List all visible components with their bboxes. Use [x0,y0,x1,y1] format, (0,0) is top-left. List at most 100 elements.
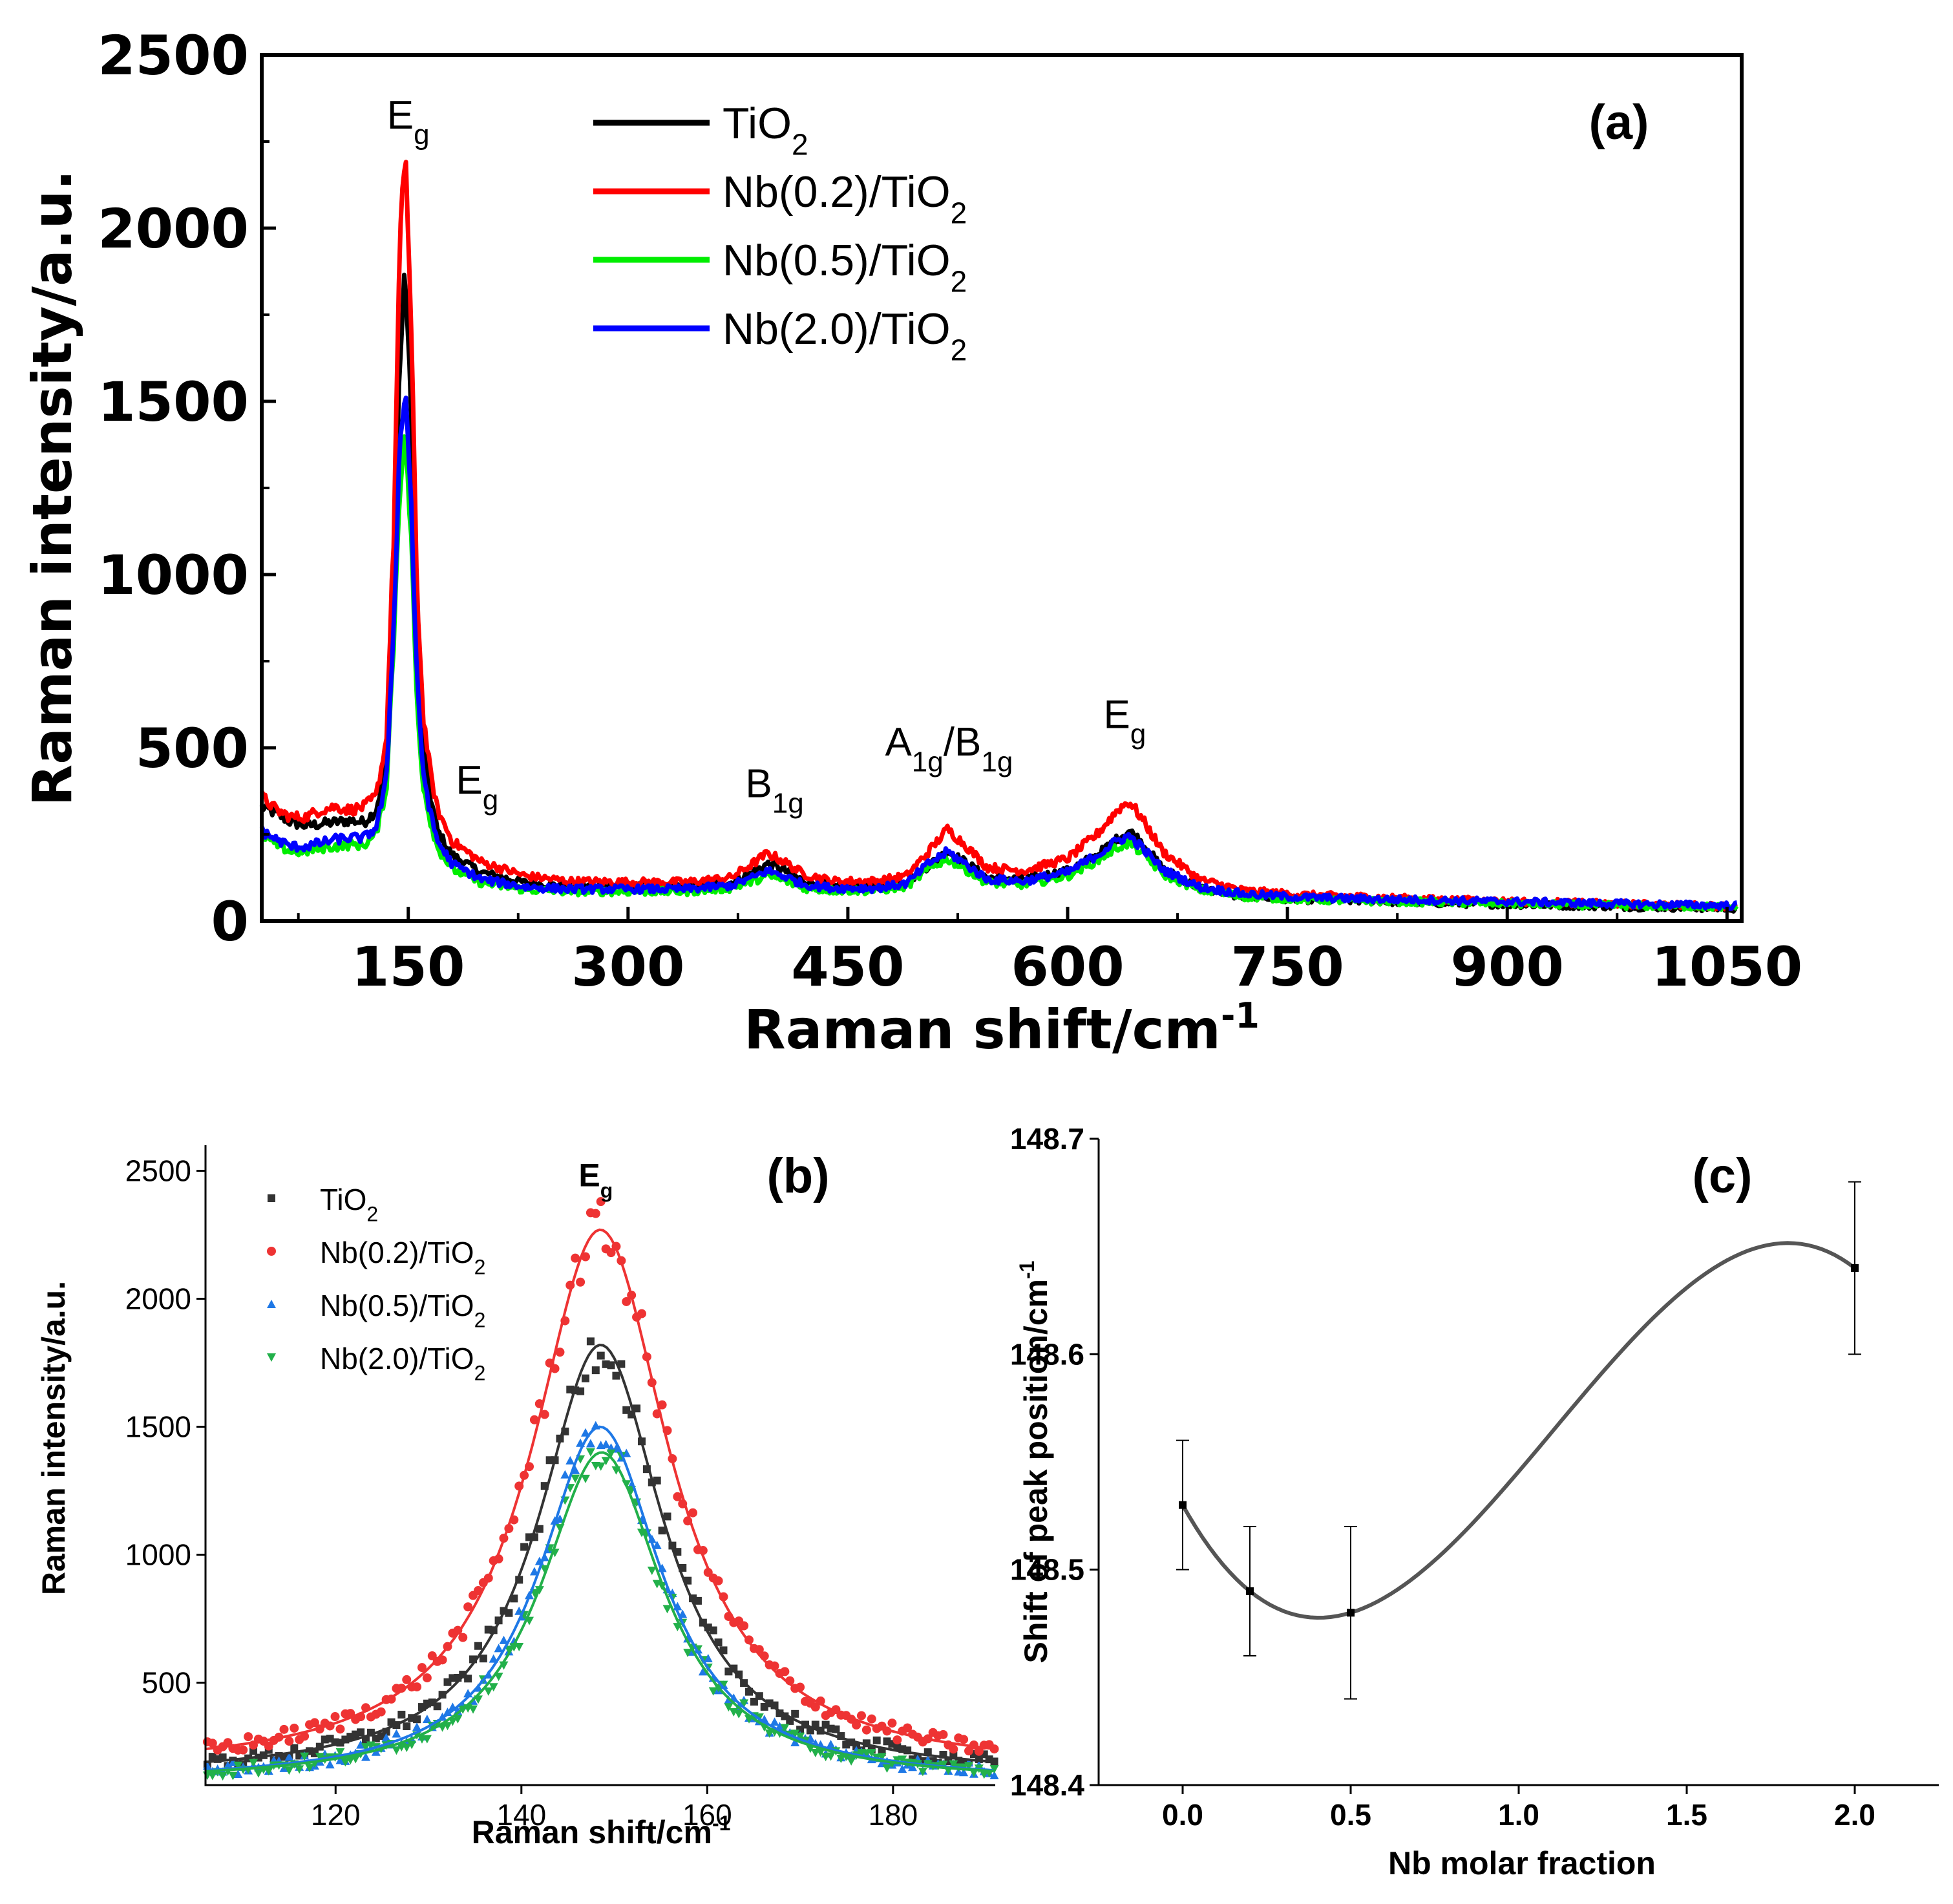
y-tick-label: 1000 [98,544,249,607]
panel-b-axes [204,1145,995,1786]
data-point [709,1626,717,1634]
data-point [596,1351,605,1360]
data-point [606,1449,616,1458]
data-point [606,1248,616,1258]
data-point [413,1715,421,1724]
data-point [586,1439,595,1448]
data-point [974,1746,984,1756]
series-line [259,272,1738,914]
panel-b-x-axis-label: Raman shift/cm-1 [472,1812,731,1850]
data-point [407,1740,417,1750]
data-point [403,1722,411,1731]
data-point [790,1738,800,1747]
data-point [882,1764,892,1773]
peak-label: B1g [745,761,803,819]
data-point [1179,1501,1187,1509]
data-point [708,1687,718,1696]
data-point [856,1711,866,1720]
data-point [505,1609,513,1617]
x-tick-label: 300 [571,935,684,999]
data-point [617,1360,626,1368]
data-point [469,1705,478,1714]
data-point [713,1576,723,1585]
data-point [253,1769,263,1778]
fit-curve [205,1451,994,1773]
data-point [938,1761,948,1770]
data-point [653,1476,661,1485]
panel-c-axes [1097,1139,1939,1786]
data-point [376,1707,386,1717]
data-point [734,1709,744,1719]
data-point [571,1253,580,1263]
y-tick-label: 500 [142,1666,191,1700]
legend-entry: Nb(0.2)/TiO2 [320,1236,485,1279]
x-tick-label: 120 [311,1798,361,1832]
data-point [867,1749,876,1758]
data-point [443,1722,452,1731]
y-tick-label: 1500 [125,1410,191,1444]
data-point [810,1702,820,1712]
data-point [698,1667,708,1676]
peak-label: Eg [456,758,498,816]
data-point [300,1752,310,1761]
data-point [959,1768,969,1777]
panel-a: 150 300 450 600 750 900 1050 0 500 1000 1500 2000 25… [21,24,1802,1061]
panel-a-label: (a) [1589,95,1649,150]
data-point [412,1682,422,1692]
data-point [791,1709,799,1718]
data-point [346,1756,355,1765]
data-point [586,1337,595,1346]
panel-a-ticks: 150 300 450 600 750 900 1050 0 500 1000 1500 2000 25… [98,24,1802,999]
panel-c-y-axis-label: Shift of peak position/cm-1 [1015,1261,1054,1664]
panel-b-peak-annotation: Eg [578,1157,613,1202]
panel-a-series-group [259,160,1739,914]
data-point [402,1675,412,1684]
x-tick-label: 180 [868,1798,918,1832]
data-point [637,1309,646,1318]
legend-entry: TiO2 [320,1183,378,1226]
data-point [267,1247,276,1256]
data-point [861,1725,871,1735]
x-tick-label: 1050 [1651,935,1802,999]
fit-curve [205,1343,994,1764]
data-point [422,1673,432,1683]
data-point [529,1415,539,1424]
data-point [284,1752,294,1761]
fit-curve [205,1228,994,1751]
data-point [402,1743,412,1752]
y-tick-label: 1500 [98,370,249,434]
data-point [765,1729,774,1738]
data-point [535,1525,544,1533]
data-point [989,1770,999,1779]
data-point [335,1748,345,1757]
data-point [361,1743,370,1752]
y-tick-label: 148.4 [1010,1768,1085,1802]
data-point [351,1755,361,1764]
data-point [1347,1609,1355,1617]
data-point [959,1735,969,1744]
data-point [357,1728,365,1737]
data-point [341,1758,350,1767]
peak-label: Eg [1104,692,1146,750]
panel-c: 0.0 0.5 1.0 1.5 2.0 148.4 148.5 148.6 148.7 Nb m… [1010,1122,1939,1881]
data-point [463,1602,473,1612]
data-point [489,1683,498,1692]
data-point [238,1745,248,1755]
data-point [244,1732,253,1742]
data-point [233,1770,243,1779]
data-point [228,1772,238,1781]
data-point [673,1492,682,1501]
data-point [371,1747,381,1756]
data-point [887,1719,897,1728]
data-point [826,1752,836,1761]
peak-label: Eg [578,1157,613,1202]
x-tick-label: 0.0 [1162,1798,1203,1832]
data-point [964,1762,974,1771]
x-tick-label: 450 [791,935,904,999]
data-point [233,1761,243,1770]
data-point [207,1772,217,1781]
data-point [688,1508,698,1518]
data-point [422,1735,432,1744]
data-point [267,1300,276,1308]
